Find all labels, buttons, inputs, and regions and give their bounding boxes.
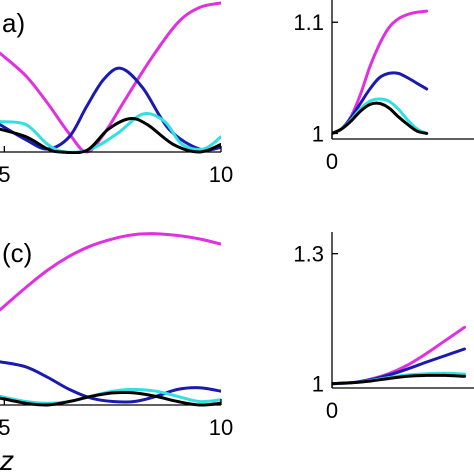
panel-a: 5 10 a) [0, 1, 233, 187]
x-axis-label: z [0, 445, 14, 474]
panel-c: 5 10 (c) [0, 232, 233, 440]
series-line-d-3 [332, 373, 466, 386]
y-tick-label-d-1: 1.3 [293, 242, 324, 267]
series-group-c [0, 232, 221, 407]
panel-label-c: (c) [2, 238, 32, 268]
series-line-b-0 [332, 9, 429, 135]
series-group-d [332, 325, 466, 386]
series-line-c-2 [0, 387, 221, 405]
panel-d: 011.3 [293, 232, 474, 423]
series-line-a-1 [0, 66, 221, 152]
panel-label-a: a) [2, 8, 25, 38]
series-line-a-2 [0, 112, 221, 154]
series-group-a [0, 1, 221, 154]
y-tick-label-b-0: 1 [312, 121, 324, 146]
x-tick-label-b-0: 0 [326, 149, 338, 174]
series-line-a-3 [0, 116, 221, 154]
y-tick-label-d-0: 1 [312, 372, 324, 397]
x-tick-label-a-1: 10 [209, 162, 233, 187]
x-tick-label-c-0: 5 [0, 415, 10, 440]
series-line-b-3 [332, 101, 429, 135]
series-line-c-0 [0, 232, 221, 312]
x-tick-label-d-0: 0 [326, 398, 338, 423]
series-line-c-1 [0, 360, 221, 404]
x-tick-label-c-1: 10 [209, 415, 233, 440]
y-tick-label-b-1: 1.1 [293, 10, 324, 35]
panel-b: 011.1 [293, 0, 474, 174]
series-group-b [332, 9, 429, 135]
x-tick-label-a-0: 5 [0, 162, 10, 187]
